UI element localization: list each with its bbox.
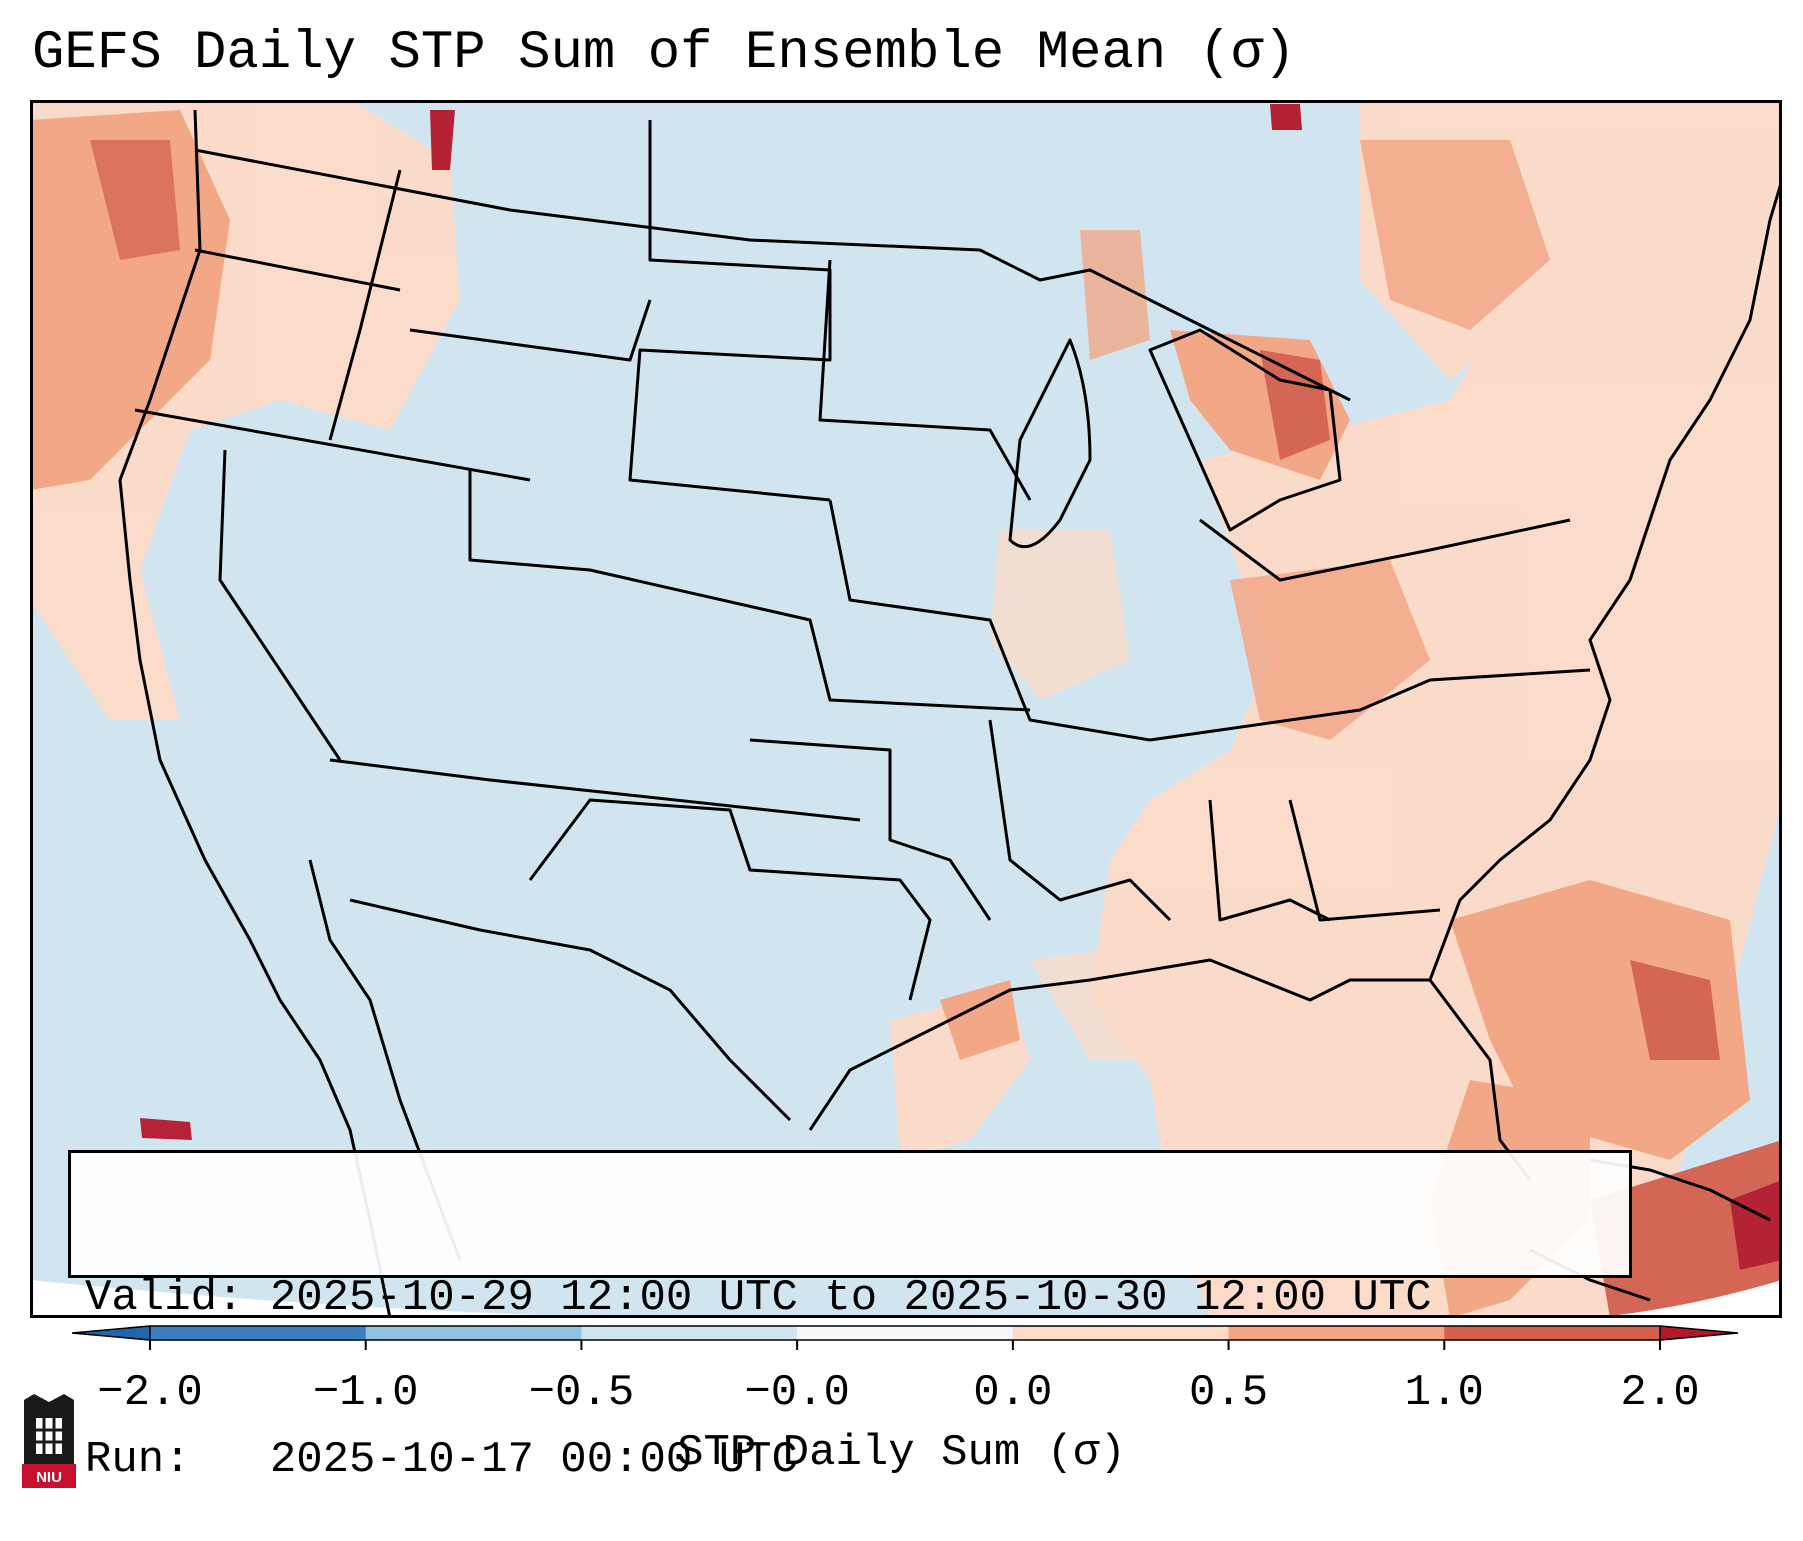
valid-line: Valid: 2025-10-29 12:00 UTC to 2025-10-3… <box>85 1271 1629 1325</box>
colorbar-segment <box>797 1326 1014 1340</box>
valid-run-info-box: Valid: 2025-10-29 12:00 UTC to 2025-10-3… <box>68 1150 1632 1485</box>
ut-az <box>329 758 861 822</box>
run-line: Run: 2025-10-17 00:00 UTC <box>85 1433 1629 1487</box>
colorbar-segment <box>150 1326 367 1340</box>
colorbar-segment <box>1444 1326 1661 1340</box>
colorbar-segment <box>1228 1326 1445 1340</box>
colorbar-label: STP Daily Sum (σ) <box>677 1428 1126 1478</box>
colorbar-tick-label: −0.5 <box>529 1368 635 1418</box>
or-wa <box>194 248 401 292</box>
colorbar-tick-label: −2.0 <box>97 1368 203 1418</box>
shade-sealantic-high <box>1630 960 1720 1060</box>
state-borders <box>118 109 1782 1318</box>
wy-co <box>468 470 1031 712</box>
great-lakes-outline <box>1008 328 1342 549</box>
tn-nc <box>1149 668 1591 742</box>
logo-banner <box>22 1464 76 1488</box>
shade-pnw-high <box>90 140 180 260</box>
run-value: 2025-10-17 00:00 UTC <box>269 1435 798 1485</box>
dakotas <box>628 120 832 502</box>
shade-extreme-2 <box>140 1118 192 1140</box>
colorbar-tick-label: 2.0 <box>1620 1368 1699 1418</box>
projection-edge-left <box>30 1280 630 1318</box>
mt-wy <box>409 299 652 362</box>
shade-northeast-mid <box>1360 140 1550 330</box>
valid-label: Valid: <box>85 1273 244 1323</box>
logo-window-icon <box>36 1418 62 1454</box>
colorbar-segment <box>1012 1326 1230 1340</box>
shade-extreme-4 <box>430 110 455 170</box>
central <box>828 499 1151 742</box>
colorbar-outline <box>149 1325 1661 1341</box>
colorbar-tick-label: −1.0 <box>313 1368 419 1418</box>
shade-extreme-1 <box>1730 1180 1782 1270</box>
east-coast <box>1428 179 1782 981</box>
colorbar-tick-label: −0.0 <box>744 1368 850 1418</box>
shade-glakes-mid2 <box>1080 230 1150 360</box>
run-label: Run: <box>85 1435 191 1485</box>
colorbar: −2.0 −1.0 −0.5 −0.0 0.0 0.5 1.0 2.0 <box>71 1325 1739 1418</box>
gulf-coast <box>808 958 1532 1181</box>
colorbar-segment <box>365 1326 582 1340</box>
colorbar-tick-label: 1.0 <box>1405 1368 1484 1418</box>
logo-grid-icon <box>36 1418 62 1454</box>
map-border <box>30 100 1782 1318</box>
or-ca-nv <box>134 408 531 482</box>
west-coast <box>118 109 392 1318</box>
colorbar-extend-low <box>71 1325 151 1341</box>
canada-border <box>194 148 1351 402</box>
shade-extreme-3 <box>1270 104 1302 130</box>
shade-mw-pale <box>990 530 1130 700</box>
projection-edge-right <box>1590 1280 1782 1318</box>
south <box>988 719 1172 922</box>
mexico-border <box>349 898 792 1122</box>
id-mt <box>328 169 402 441</box>
colorbar-ticks: −2.0 −1.0 −0.5 −0.0 0.0 0.5 1.0 2.0 <box>97 1340 1700 1418</box>
shade-texas-mid <box>940 980 1020 1060</box>
colorbar-segment <box>581 1326 798 1340</box>
mn-ia <box>818 259 1032 501</box>
colorbar-segments <box>71 1325 1739 1341</box>
ok-tx <box>749 738 992 921</box>
shade-gulf-pale <box>1030 920 1370 1060</box>
ms-al <box>1208 799 1331 922</box>
shade-ohio-mid <box>1230 560 1430 740</box>
oh-pa <box>1199 518 1571 582</box>
map-panel <box>30 100 1782 1318</box>
logo-text: NIU <box>36 1469 62 1486</box>
colorbar-extend-high <box>1659 1325 1739 1341</box>
colorbar-tick-label: 0.5 <box>1189 1368 1268 1418</box>
shade-pnw-mid <box>30 110 230 490</box>
shade-caribbean-high <box>1590 1140 1782 1318</box>
map-title: GEFS Daily STP Sum of Ensemble Mean (σ) <box>32 23 1296 84</box>
valid-value: 2025-10-29 12:00 UTC to 2025-10-30 12:00… <box>269 1273 1432 1323</box>
nv-ca <box>218 449 342 761</box>
colorbar-tick-label: 0.0 <box>973 1368 1052 1418</box>
nm-tx <box>528 798 932 1001</box>
niu-logo: NIU <box>22 1394 76 1488</box>
ga-fl <box>1288 799 1441 922</box>
